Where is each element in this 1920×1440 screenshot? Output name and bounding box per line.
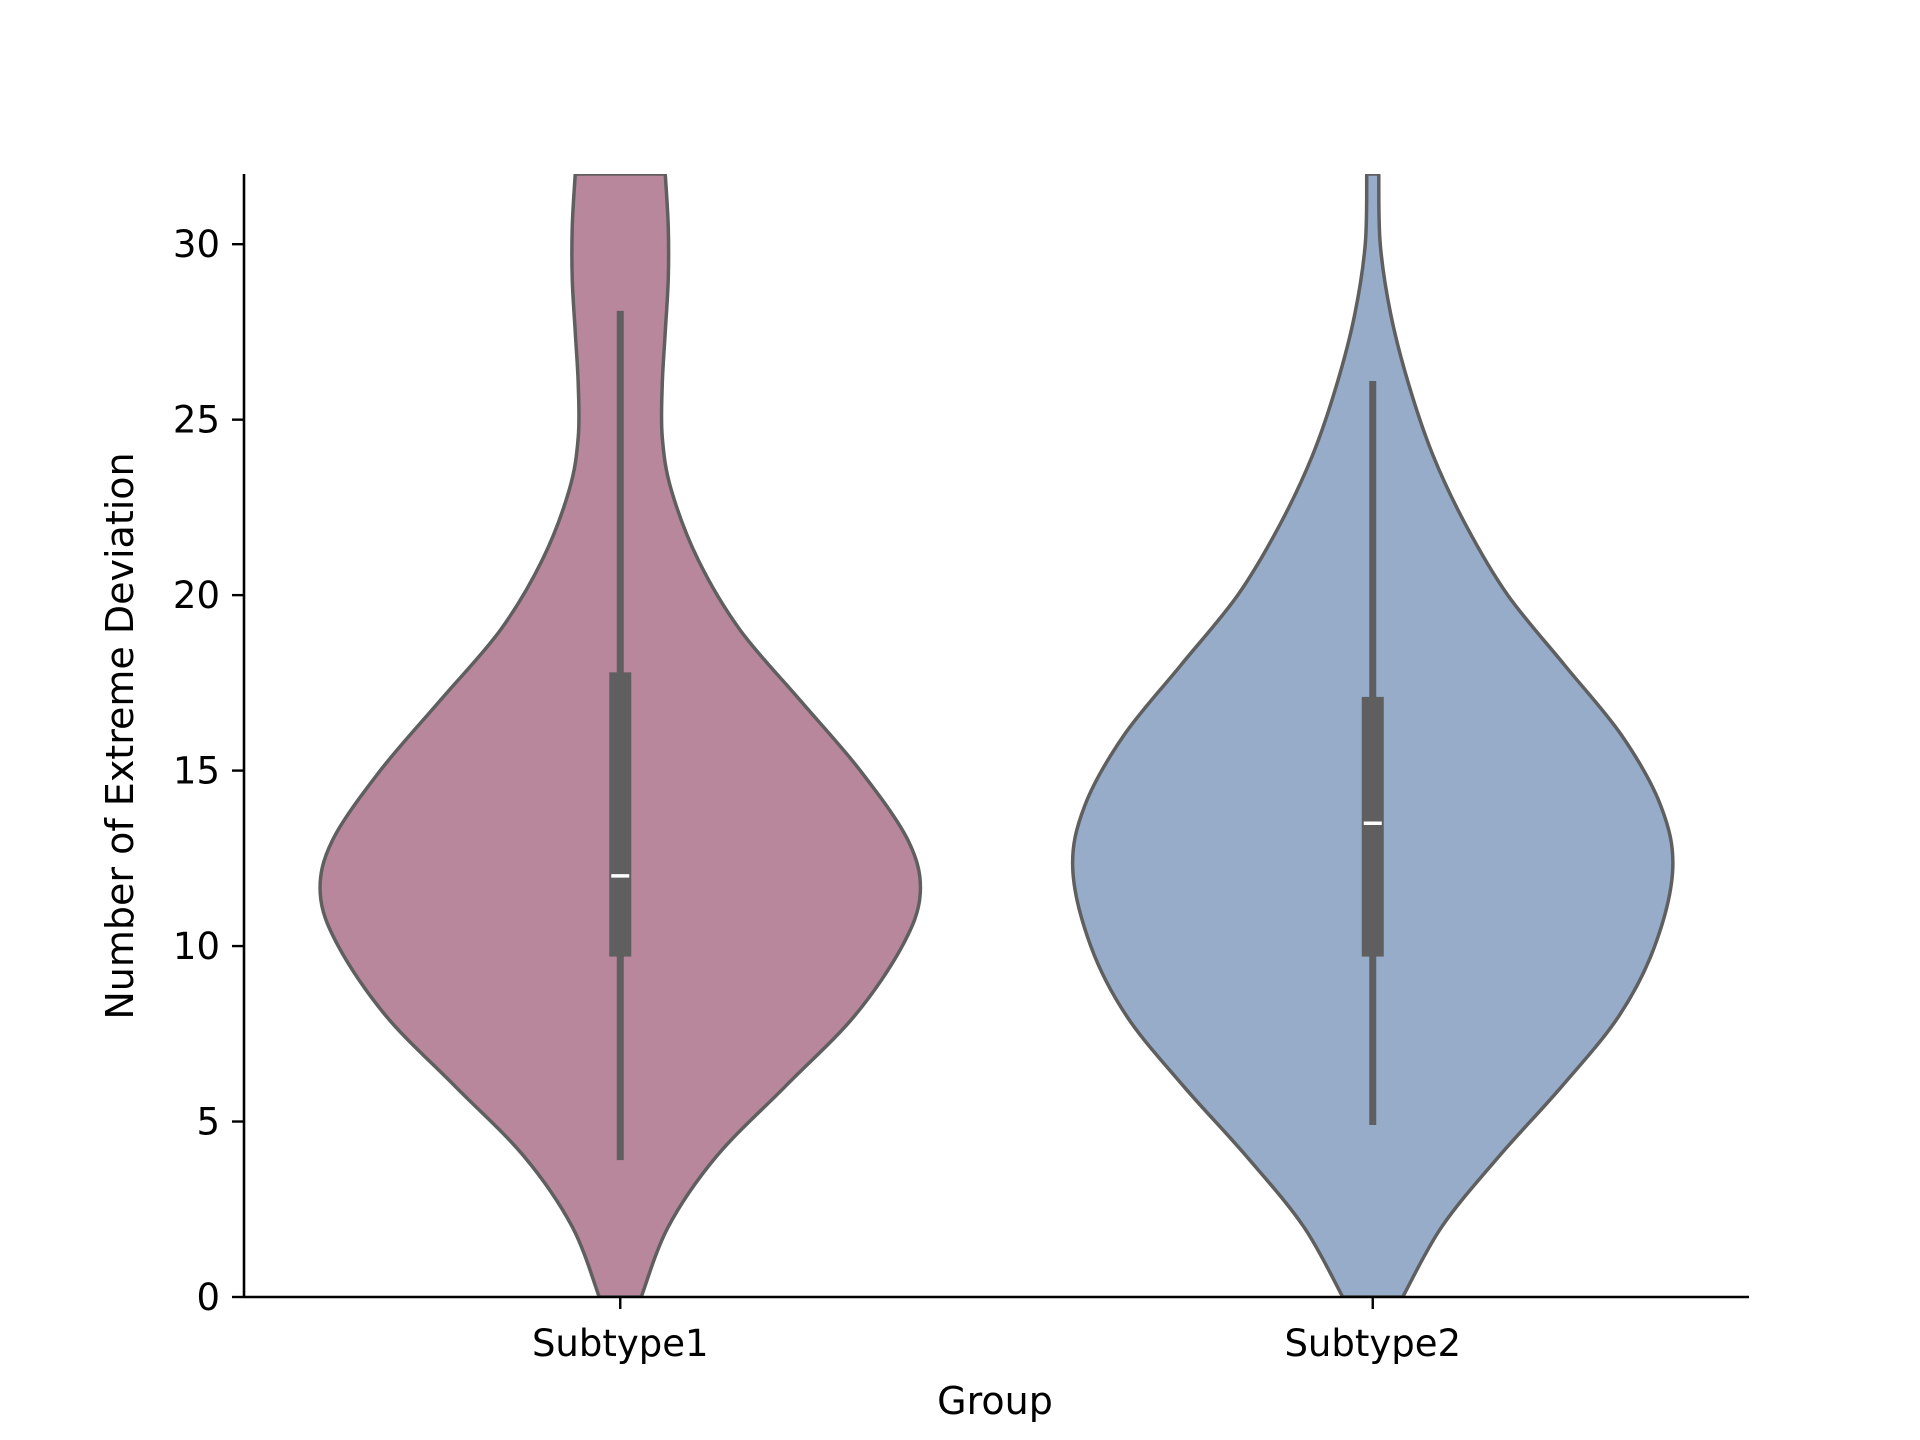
x-tick-label: Subtype2 (1284, 1322, 1461, 1365)
y-tick-label: 15 (173, 750, 220, 793)
y-ticks: 0 5 10 15 20 25 30 (173, 223, 244, 1319)
boxplots-layer (609, 310, 1384, 1161)
y-tick-label: 20 (173, 574, 220, 617)
y-tick-label: 0 (196, 1276, 220, 1319)
axes-layer (242, 174, 1749, 1299)
iqr-box-subtype1 (609, 672, 632, 957)
x-axis-title: Group (937, 1379, 1053, 1423)
y-axis-title: Number of Extreme Deviation (98, 452, 142, 1019)
x-ticks: Subtype1 Subtype2 (532, 1297, 1461, 1365)
y-tick-label: 5 (196, 1101, 220, 1144)
x-tick-label: Subtype1 (532, 1322, 709, 1365)
iqr-box-subtype2 (1361, 696, 1384, 957)
y-tick-label: 25 (173, 399, 220, 442)
y-tick-label: 30 (173, 223, 220, 266)
y-tick-label: 10 (173, 925, 220, 968)
violins-layer (318, 174, 1675, 1297)
